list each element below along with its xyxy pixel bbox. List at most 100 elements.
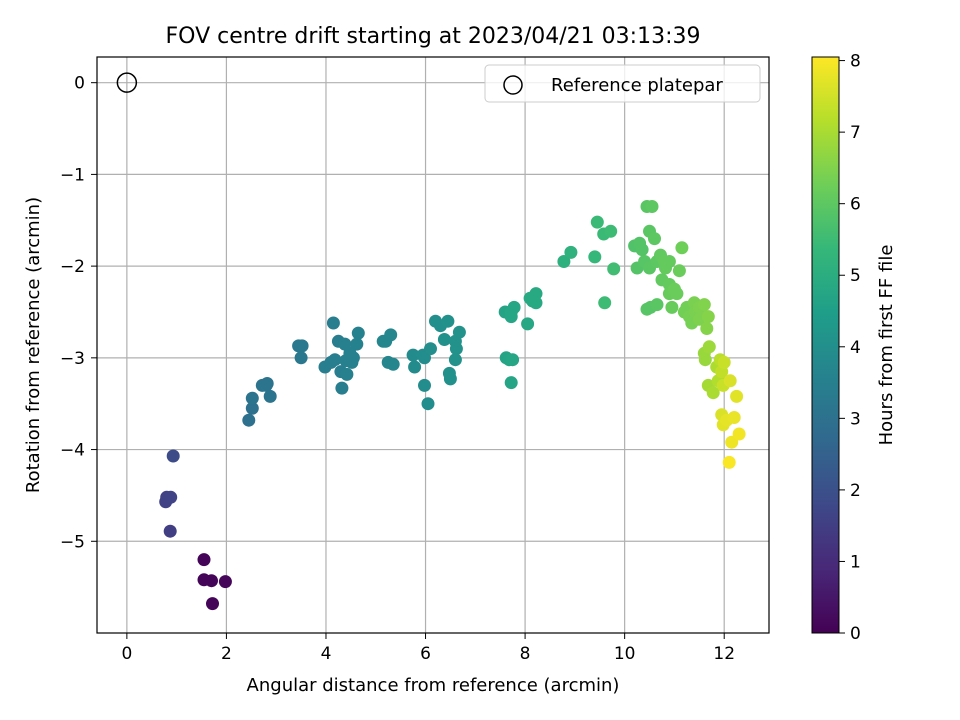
- legend-marker-icon: [503, 75, 523, 95]
- data-point: [662, 255, 676, 268]
- data-point: [197, 553, 211, 567]
- data-point: [335, 381, 349, 395]
- data-points: [159, 200, 746, 611]
- data-point: [604, 224, 618, 238]
- data-point: [635, 243, 649, 257]
- data-point: [418, 378, 431, 392]
- data-point: [557, 255, 571, 268]
- data-point: [164, 490, 178, 504]
- x-tick-label: 8: [520, 644, 531, 664]
- data-point: [521, 317, 535, 331]
- data-point: [564, 245, 578, 259]
- legend: Reference platepar: [484, 64, 761, 103]
- data-point: [670, 287, 684, 301]
- data-point: [701, 310, 715, 324]
- data-point: [386, 357, 400, 371]
- colorbar-tick-label: 8: [850, 52, 861, 72]
- data-point: [163, 524, 177, 538]
- colorbar-tick-label: 5: [850, 266, 861, 286]
- data-point: [350, 337, 364, 351]
- data-point: [648, 232, 661, 246]
- data-point: [328, 353, 342, 367]
- x-tick-label: 0: [121, 644, 132, 664]
- data-point: [424, 342, 437, 356]
- data-point: [205, 574, 218, 588]
- data-point: [384, 328, 398, 342]
- colorbar-tick-label: 1: [850, 552, 861, 572]
- data-point: [650, 298, 664, 312]
- data-point: [697, 298, 711, 312]
- colorbar-tick-label: 4: [850, 338, 861, 358]
- data-point: [452, 325, 466, 339]
- data-point: [340, 367, 354, 381]
- data-point: [242, 413, 256, 427]
- data-point: [449, 342, 463, 356]
- data-point: [645, 200, 659, 213]
- data-point: [732, 427, 746, 441]
- data-point: [166, 449, 180, 463]
- x-tick-label: 10: [614, 644, 636, 664]
- y-axis-label: Rotation from reference (arcmin): [23, 197, 44, 493]
- data-point: [260, 377, 274, 390]
- data-point: [598, 296, 612, 310]
- colorbar-label: Hours from first FF file: [876, 245, 897, 446]
- data-point: [441, 314, 455, 328]
- y-tick-label: −1: [60, 165, 85, 185]
- data-point: [326, 316, 340, 330]
- data-point: [406, 348, 420, 362]
- data-point: [504, 376, 518, 390]
- data-point: [706, 386, 720, 400]
- data-point: [590, 215, 604, 229]
- data-point: [218, 575, 232, 589]
- data-point: [588, 250, 602, 264]
- chart-title: FOV centre drift starting at 2023/04/21 …: [166, 24, 701, 49]
- data-point: [675, 241, 689, 255]
- x-tick-label: 4: [321, 644, 332, 664]
- data-point: [672, 264, 686, 278]
- reference-platepar-marker: [116, 72, 138, 93]
- x-tick-label: 12: [713, 644, 735, 664]
- legend-entry-label: Reference platepar: [551, 75, 723, 96]
- y-tick-label: −3: [60, 349, 85, 369]
- data-point: [263, 389, 277, 403]
- x-tick-label: 6: [420, 644, 431, 664]
- data-point: [351, 326, 365, 340]
- colorbar-tick-label: 6: [850, 195, 861, 215]
- data-point: [408, 360, 422, 374]
- colorbar-ticks: 0 1 2 3 4 5 6 7 8: [839, 52, 861, 644]
- data-point: [700, 322, 714, 335]
- data-point: [665, 300, 679, 314]
- data-point: [727, 411, 741, 424]
- y-axis-ticks: 0 −1 −2 −3 −4 −5: [60, 74, 97, 552]
- data-point: [437, 333, 451, 346]
- x-tick-label: 2: [221, 644, 232, 664]
- data-point: [294, 351, 308, 365]
- data-point: [448, 353, 462, 367]
- data-point: [346, 351, 360, 365]
- data-point: [723, 374, 737, 388]
- data-point: [529, 287, 543, 301]
- data-point: [206, 597, 219, 611]
- colorbar: 0 1 2 3 4 5 6 7 8 Hours from first FF file: [811, 52, 897, 644]
- data-point: [717, 355, 731, 369]
- colorbar-tick-label: 2: [850, 481, 861, 501]
- reference-marker-layer: [116, 72, 138, 93]
- data-point: [506, 353, 520, 367]
- data-point: [607, 262, 621, 276]
- colorbar-tick-label: 0: [850, 624, 861, 644]
- data-point: [245, 401, 259, 415]
- data-point: [730, 389, 744, 403]
- data-point: [702, 340, 716, 354]
- y-tick-label: −4: [60, 441, 85, 461]
- x-axis-ticks: 0 2 4 6 8 10 12: [121, 633, 735, 664]
- plot-area-frame: [96, 56, 770, 634]
- data-point: [529, 296, 543, 310]
- data-point: [443, 372, 457, 386]
- data-point: [245, 391, 259, 405]
- colorbar-tick-label: 7: [850, 123, 861, 143]
- legend-box: [484, 64, 761, 103]
- data-point: [698, 353, 712, 367]
- data-point: [507, 300, 521, 314]
